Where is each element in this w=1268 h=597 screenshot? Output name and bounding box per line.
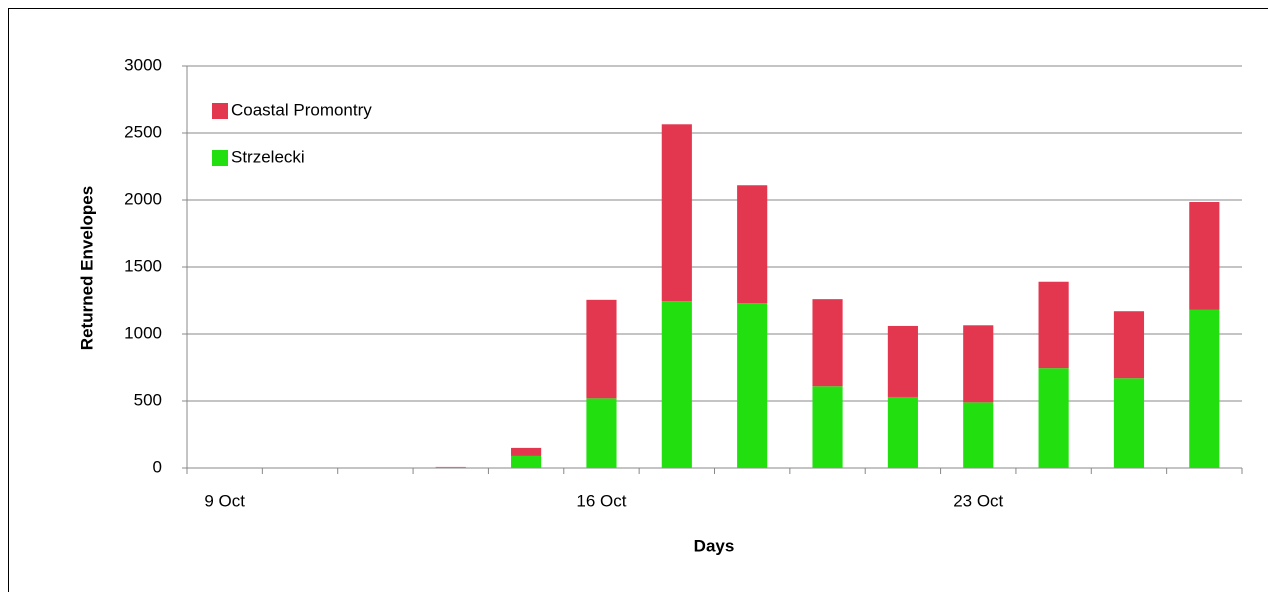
legend-label: Coastal Promontry [231,100,372,119]
bar-segment [737,303,767,468]
bar-segment [812,386,842,468]
bar-segment [1114,378,1144,468]
y-tick-label: 3000 [124,55,162,74]
bar-segment [662,124,692,301]
bar-segment [436,467,466,468]
bar-segment [963,325,993,402]
y-tick-label: 0 [153,457,162,476]
bar-segment [888,397,918,468]
x-tick-label: 9 Oct [204,491,245,510]
y-tick-label: 2000 [124,189,162,208]
y-tick-label: 500 [134,390,162,409]
bar-segment [888,326,918,397]
x-axis-label: Days [694,536,735,555]
bar-segment [586,300,616,398]
bar-segment [586,398,616,468]
y-axis-label: Returned Envelopes [77,186,96,350]
bar-segment [1039,368,1069,468]
bar-segment [511,448,541,456]
x-tick-label: 16 Oct [576,491,626,510]
bar-segment [1114,311,1144,378]
bar-segment [662,301,692,468]
x-tick-label: 23 Oct [953,491,1003,510]
legend-swatch [212,150,228,166]
legend-swatch [212,103,228,119]
y-tick-label: 1000 [124,323,162,342]
bar-segment [1039,282,1069,368]
bar-segment [1189,310,1219,468]
bar-segment [1189,202,1219,310]
bar-segment [511,456,541,468]
bar-segment [737,185,767,303]
legend-label: Strzelecki [231,147,305,166]
bar-segment [812,299,842,386]
bar-segment [963,402,993,468]
y-tick-label: 2500 [124,122,162,141]
y-tick-label: 1500 [124,256,162,275]
